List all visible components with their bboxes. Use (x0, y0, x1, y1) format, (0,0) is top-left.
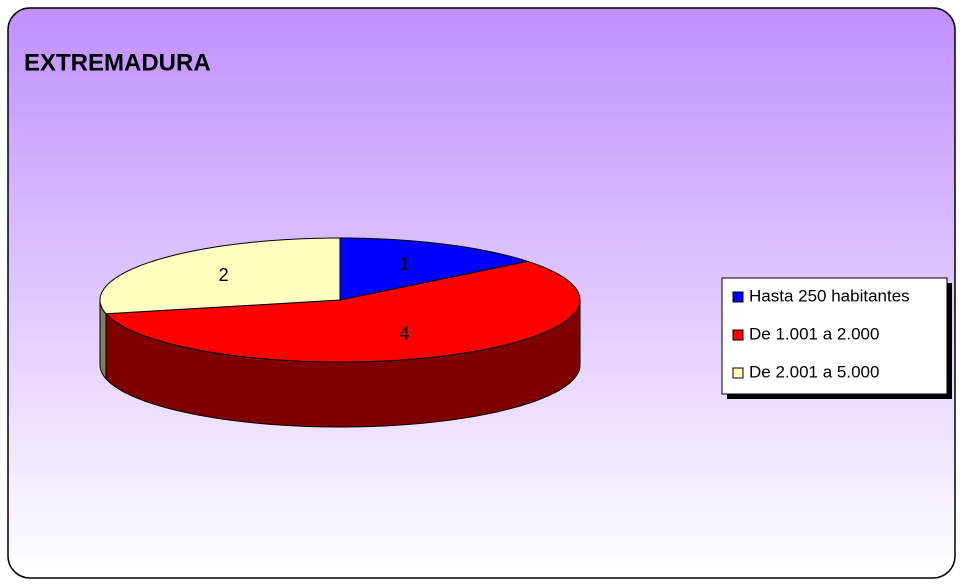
legend-label: De 1.001 a 2.000 (749, 324, 879, 343)
chart-title: EXTREMADURA (24, 49, 211, 76)
legend-marker (732, 367, 744, 379)
slice (104, 260, 581, 363)
data-label: 2 (219, 265, 229, 285)
legend-label: De 2.001 a 5.000 (749, 362, 879, 381)
legend-label: Hasta 250 habitantes (749, 286, 910, 305)
slice (99, 237, 341, 315)
data-label: 1 (400, 254, 410, 274)
legend (721, 277, 948, 395)
data-label: 4 (400, 323, 410, 343)
legend-marker (732, 329, 744, 341)
slice (339, 237, 530, 301)
legend-marker (732, 291, 744, 303)
